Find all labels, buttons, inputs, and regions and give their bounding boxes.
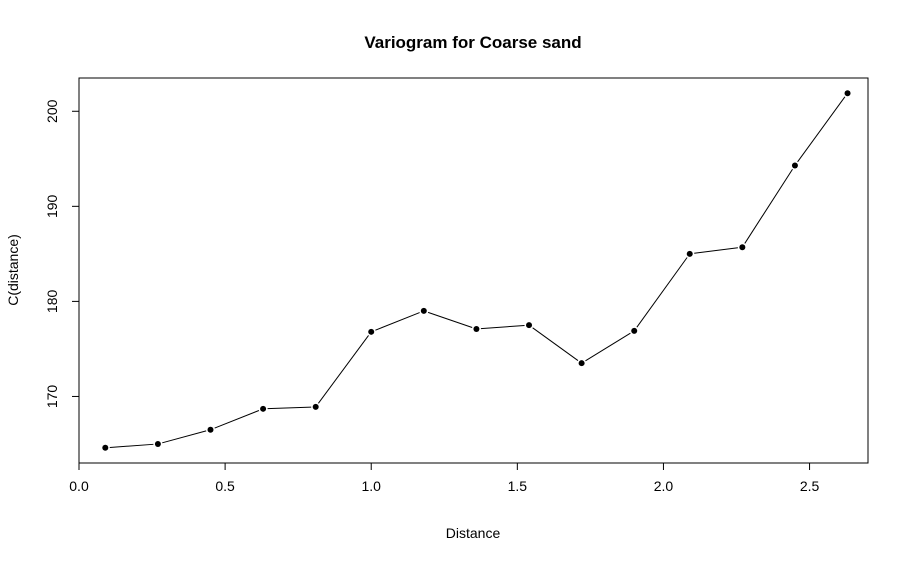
x-tick-label: 0.0: [69, 478, 89, 494]
series-line-segment: [694, 247, 738, 254]
series-line-segment: [267, 406, 312, 410]
data-point: [791, 162, 798, 169]
series-line-segment: [162, 430, 207, 444]
series-line-segment: [427, 311, 473, 328]
y-tick-label: 200: [44, 99, 60, 123]
series-line-segment: [375, 312, 420, 331]
data-point: [420, 307, 427, 314]
y-axis: 170 180 190 200: [44, 99, 80, 409]
x-tick-label: 2.5: [800, 478, 820, 494]
series-line-segment: [797, 96, 846, 163]
data-point: [686, 250, 693, 257]
series-line-segment: [585, 332, 631, 362]
y-tick-label: 190: [44, 194, 60, 218]
data-point: [578, 360, 585, 367]
y-tick-label: 180: [44, 290, 60, 314]
x-tick-label: 0.5: [215, 478, 235, 494]
series-line-segment: [317, 335, 369, 404]
data-point: [473, 325, 480, 332]
series-line-segment: [744, 168, 793, 244]
data-series: [102, 90, 851, 451]
data-point: [844, 90, 851, 97]
data-point: [260, 405, 267, 412]
series-line-segment: [109, 443, 154, 448]
data-point: [312, 403, 319, 410]
series-line-segment: [214, 410, 260, 429]
data-point: [102, 444, 109, 451]
series-line-segment: [532, 327, 579, 361]
y-tick-label: 170: [44, 385, 60, 409]
y-axis-label: C(distance): [5, 234, 21, 306]
series-line-segment: [636, 257, 688, 328]
series-line-segment: [480, 324, 525, 330]
x-axis: 0.0 0.5 1.0 1.5 2.0 2.5: [69, 462, 820, 494]
data-point: [526, 322, 533, 329]
x-tick-label: 1.5: [508, 478, 528, 494]
data-point: [631, 327, 638, 334]
data-point: [368, 328, 375, 335]
x-tick-label: 1.0: [361, 478, 381, 494]
x-axis-label: Distance: [446, 525, 501, 541]
data-point: [207, 426, 214, 433]
data-point: [739, 244, 746, 251]
chart-title: Variogram for Coarse sand: [364, 33, 581, 52]
data-point: [154, 440, 161, 447]
x-tick-label: 2.0: [654, 478, 674, 494]
plot-frame: [78, 77, 869, 464]
